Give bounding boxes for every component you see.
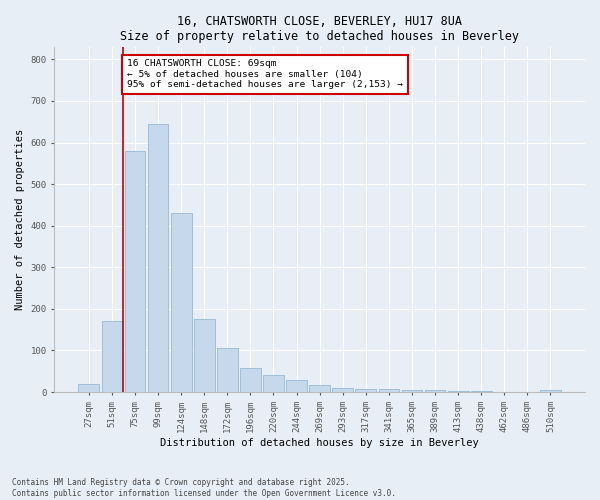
X-axis label: Distribution of detached houses by size in Beverley: Distribution of detached houses by size …	[160, 438, 479, 448]
Bar	[148, 124, 169, 392]
Bar	[309, 386, 330, 392]
Title: 16, CHATSWORTH CLOSE, BEVERLEY, HU17 8UA
Size of property relative to detached h: 16, CHATSWORTH CLOSE, BEVERLEY, HU17 8UA…	[120, 15, 519, 43]
Bar	[101, 322, 122, 392]
Bar	[263, 374, 284, 392]
Bar	[217, 348, 238, 392]
Bar	[286, 380, 307, 392]
Bar	[401, 390, 422, 392]
Bar	[471, 391, 491, 392]
Bar	[379, 388, 399, 392]
Text: 16 CHATSWORTH CLOSE: 69sqm
← 5% of detached houses are smaller (104)
95% of semi: 16 CHATSWORTH CLOSE: 69sqm ← 5% of detac…	[127, 60, 403, 89]
Bar	[448, 391, 469, 392]
Bar	[79, 384, 99, 392]
Bar	[540, 390, 561, 392]
Bar	[425, 390, 445, 392]
Bar	[332, 388, 353, 392]
Y-axis label: Number of detached properties: Number of detached properties	[15, 129, 25, 310]
Bar	[125, 151, 145, 392]
Bar	[355, 388, 376, 392]
Bar	[171, 214, 191, 392]
Bar	[194, 320, 215, 392]
Text: Contains HM Land Registry data © Crown copyright and database right 2025.
Contai: Contains HM Land Registry data © Crown c…	[12, 478, 396, 498]
Bar	[240, 368, 261, 392]
